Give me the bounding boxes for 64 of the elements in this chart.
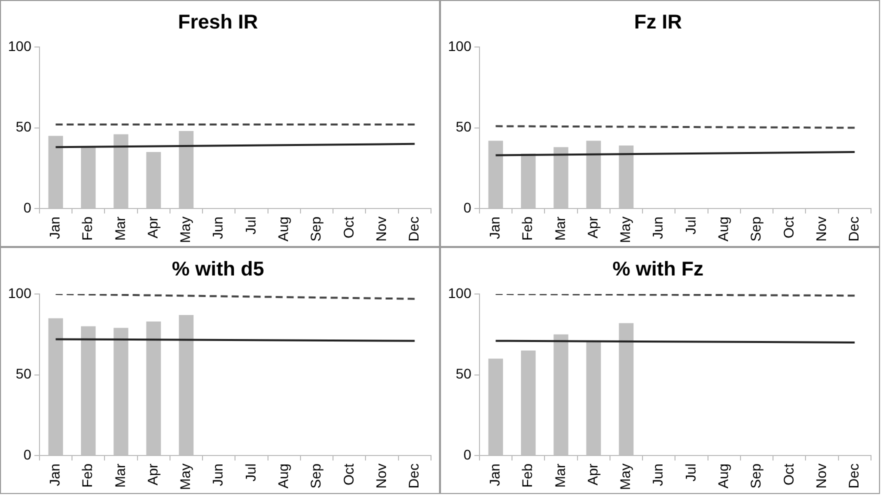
chart-title: Fresh IR — [178, 12, 259, 34]
y-tick-label: 0 — [464, 199, 472, 216]
y-tick-label: 100 — [8, 284, 32, 301]
x-tick-label: Sep — [748, 463, 764, 488]
y-tick-label: 0 — [24, 199, 32, 216]
x-tick-label: Sep — [748, 216, 764, 242]
x-tick-label: Mar — [112, 463, 128, 488]
x-tick-label: Jan — [46, 216, 63, 240]
x-tick-label: Nov — [812, 216, 829, 242]
x-tick-label: Nov — [812, 464, 829, 488]
x-tick-label: Aug — [274, 464, 291, 488]
x-tick-label: Jun — [650, 216, 666, 240]
x-tick-label: Jan — [46, 464, 63, 486]
x-tick-label: Jan — [486, 464, 503, 486]
chart-title: Fz IR — [634, 12, 682, 34]
x-tick-label: Feb — [519, 216, 536, 241]
y-tick-label: 0 — [464, 446, 472, 462]
y-tick-label: 50 — [16, 366, 32, 382]
x-tick-label: Apr — [144, 216, 160, 238]
x-tick-label: Jan — [486, 216, 503, 240]
x-tick-label: Dec — [846, 464, 862, 488]
x-tick-label: Jul — [682, 464, 698, 482]
y-tick-label: 0 — [24, 446, 32, 462]
x-tick-label: Apr — [584, 216, 600, 238]
x-tick-label: Jul — [242, 216, 258, 234]
x-tick-label: Oct — [340, 463, 356, 486]
x-tick-label: May — [177, 216, 194, 244]
x-tick-label: Oct — [780, 216, 796, 238]
x-tick-label: Oct — [780, 463, 796, 486]
x-tick-label: Dec — [406, 216, 422, 242]
x-tick-label: Jun — [210, 216, 226, 240]
x-tick-label: Nov — [372, 216, 389, 242]
x-tick-label: Feb — [79, 463, 96, 488]
x-tick-label: May — [177, 464, 194, 490]
x-tick-label: Apr — [144, 463, 160, 486]
y-tick-label: 50 — [16, 118, 32, 135]
x-tick-label: Nov — [372, 464, 389, 488]
x-tick-label: Aug — [714, 464, 731, 488]
y-tick-label: 100 — [448, 284, 472, 301]
x-tick-label: Mar — [112, 216, 128, 241]
x-tick-label: Sep — [308, 463, 324, 488]
x-tick-label: Jul — [682, 216, 698, 234]
x-tick-label: Aug — [714, 216, 731, 242]
x-tick-label: Oct — [340, 216, 356, 238]
x-tick-label: Aug — [274, 216, 291, 242]
x-tick-label: Dec — [846, 216, 862, 242]
x-tick-label: Mar — [552, 216, 568, 241]
x-tick-label: May — [617, 216, 634, 244]
x-tick-label: Jun — [650, 464, 666, 486]
x-tick-label: May — [617, 464, 634, 490]
y-tick-label: 100 — [8, 38, 32, 54]
x-tick-label: Dec — [406, 464, 422, 488]
y-tick-label: 50 — [456, 366, 472, 382]
x-tick-label: Jun — [210, 464, 226, 486]
x-tick-label: Jul — [242, 464, 258, 482]
x-tick-label: Apr — [584, 463, 600, 486]
x-tick-label: Feb — [79, 216, 96, 241]
chart-title: % with Fz — [612, 258, 704, 281]
y-tick-label: 100 — [448, 38, 472, 54]
x-tick-label: Feb — [519, 463, 536, 488]
x-tick-label: Sep — [308, 216, 324, 242]
y-tick-label: 50 — [456, 118, 472, 135]
x-tick-label: Mar — [552, 463, 568, 488]
chart-title: % with d5 — [172, 258, 264, 281]
